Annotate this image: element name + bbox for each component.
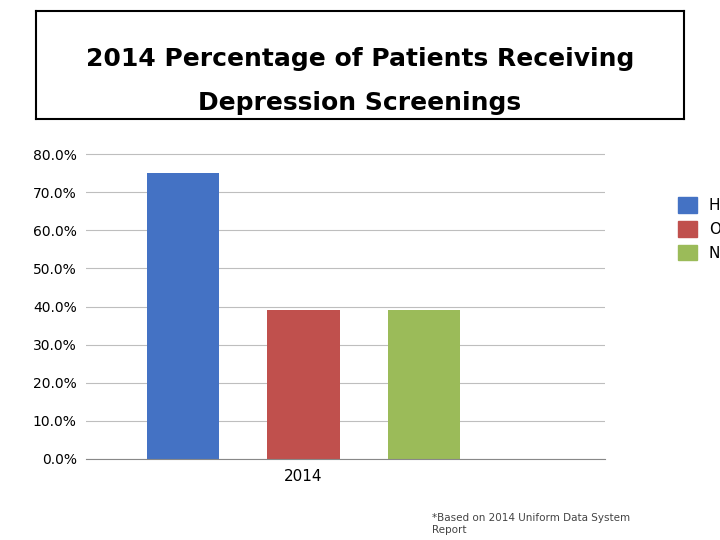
Bar bbox=[147, 173, 219, 459]
Text: Depression Screenings: Depression Screenings bbox=[199, 91, 521, 114]
Text: *Based on 2014 Uniform Data System
Report: *Based on 2014 Uniform Data System Repor… bbox=[432, 513, 630, 535]
Bar bbox=[388, 310, 460, 459]
Legend: HPWO, Ohio, National: HPWO, Ohio, National bbox=[672, 191, 720, 267]
Text: 2014 Percentage of Patients Receiving: 2014 Percentage of Patients Receiving bbox=[86, 48, 634, 71]
Bar bbox=[267, 310, 340, 459]
